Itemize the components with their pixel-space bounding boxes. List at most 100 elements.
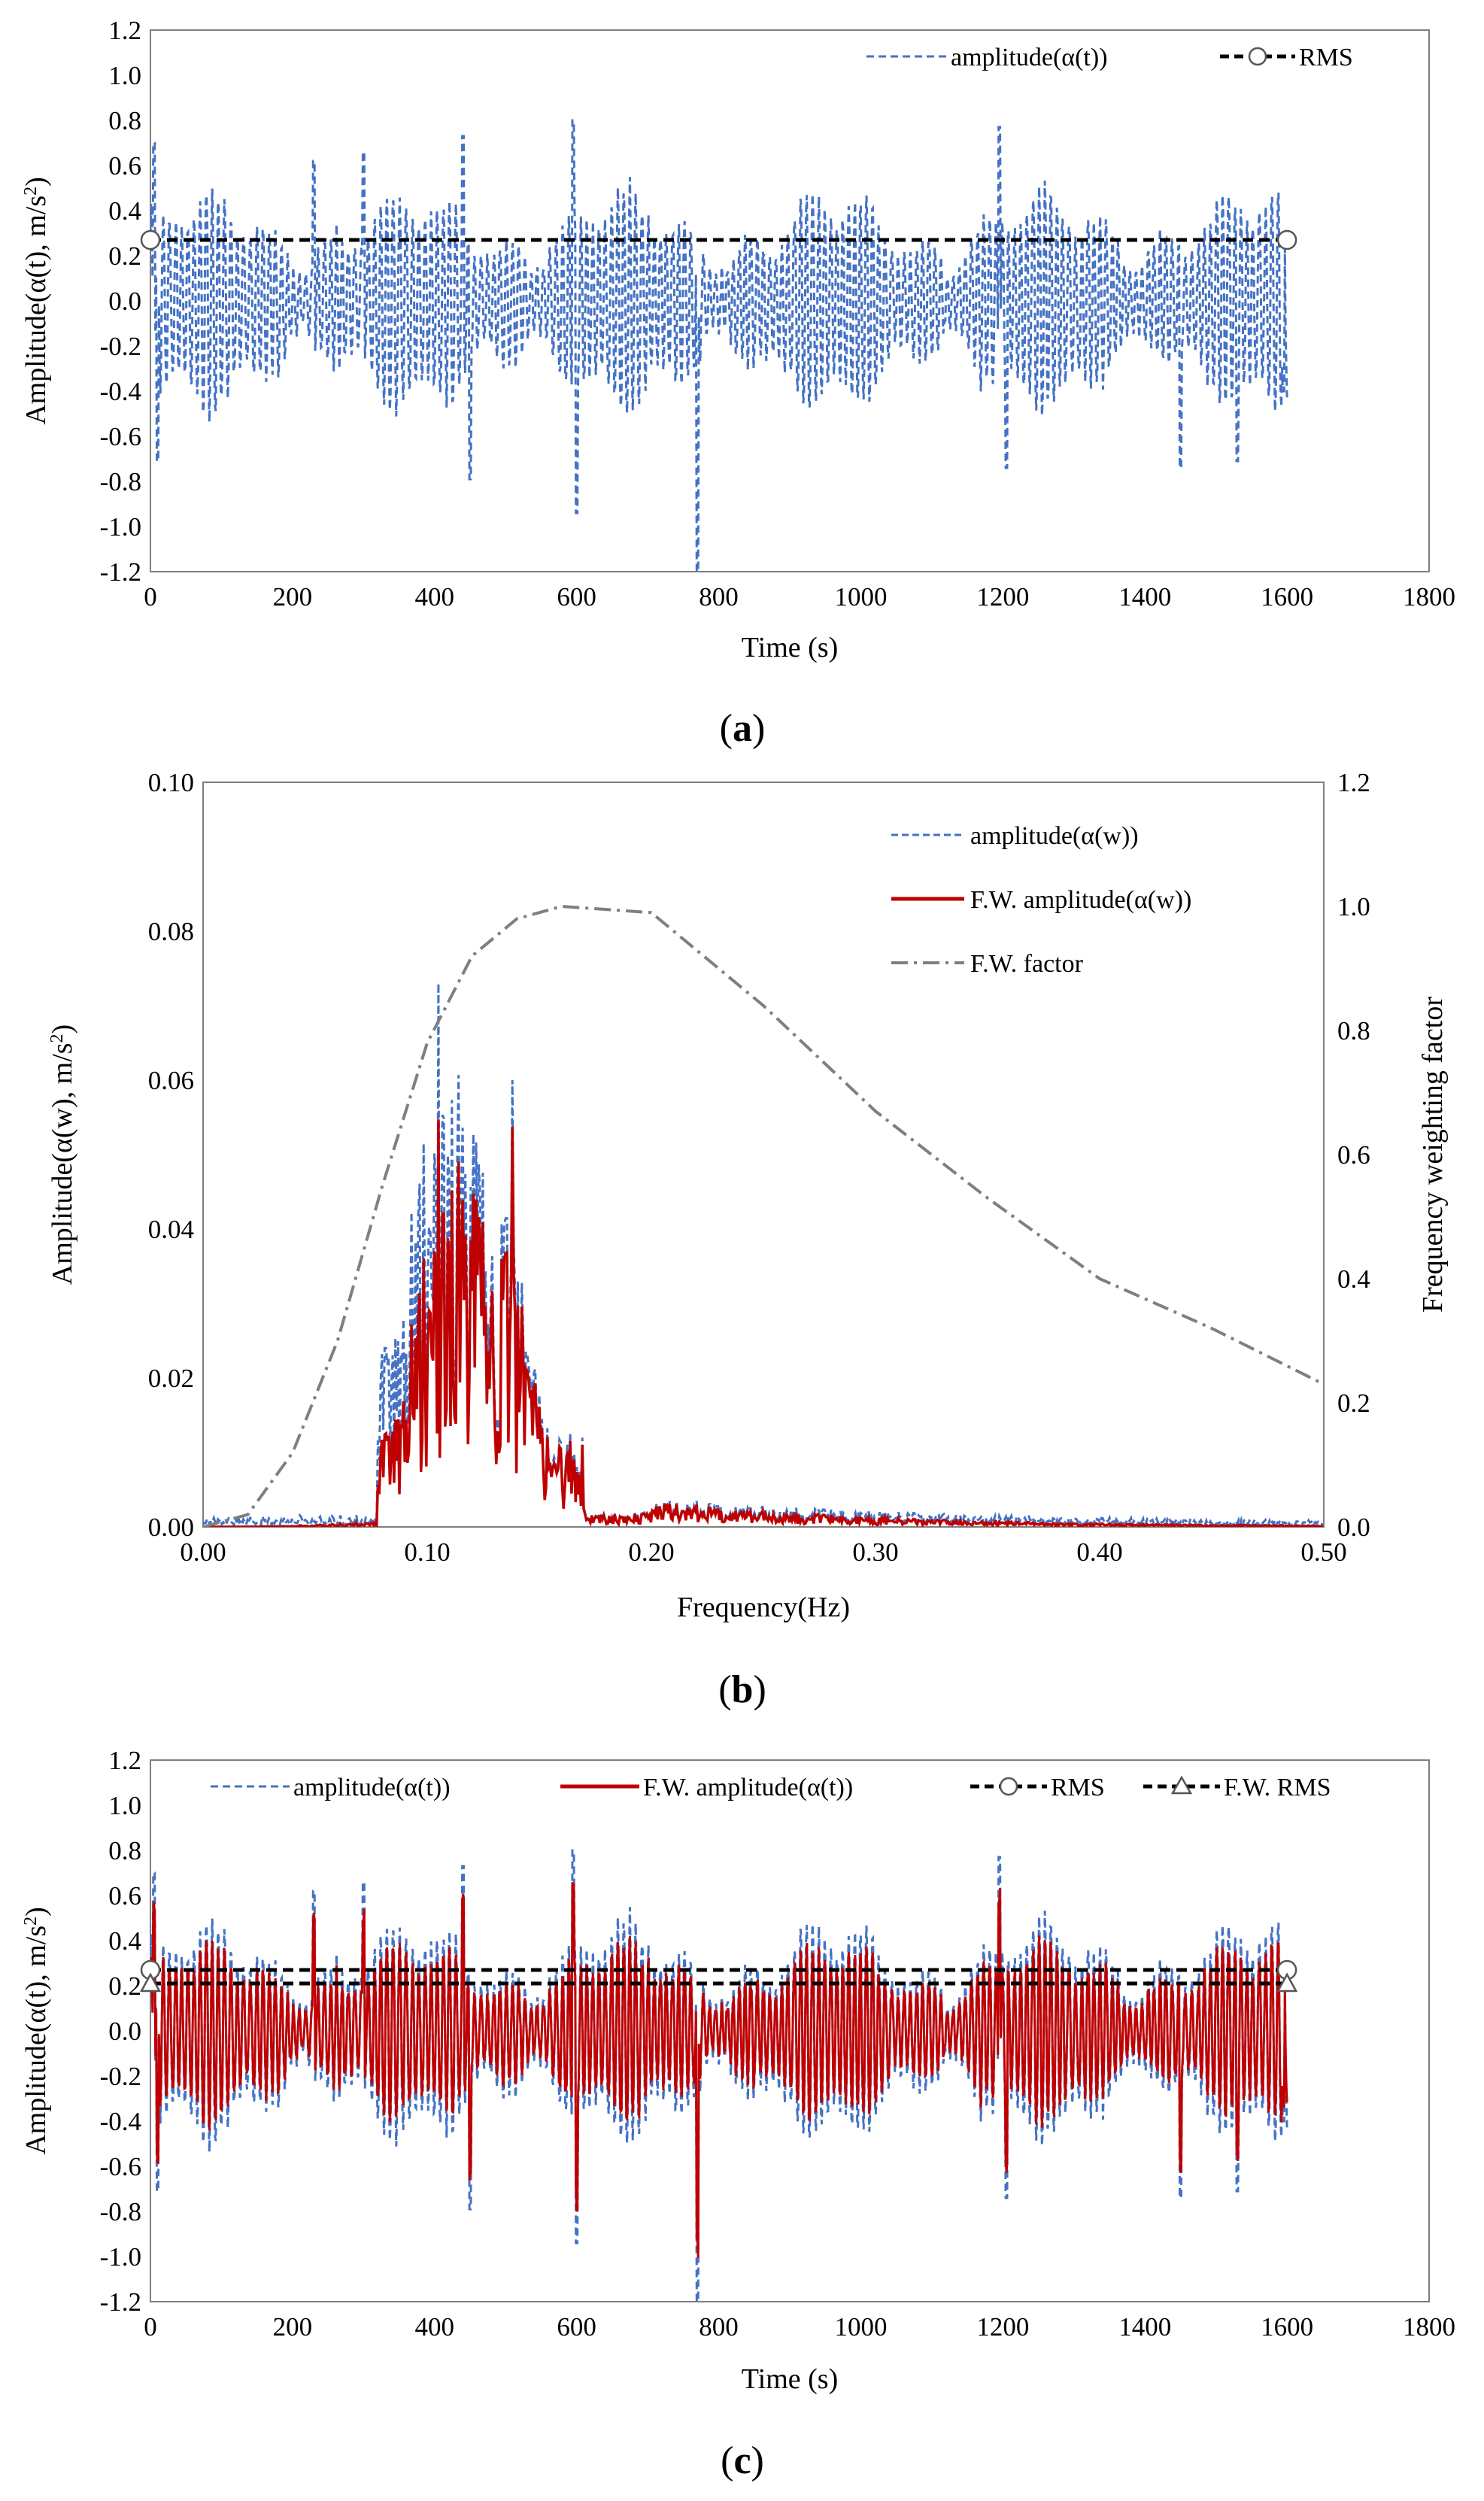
- y-tick-label: 0.06: [148, 1066, 194, 1095]
- legend-b-fw-factor-label: F.W. factor: [970, 950, 1084, 978]
- legend-a-amplitude-label: amplitude(α(t)): [951, 44, 1108, 71]
- x-tick-label: 1800: [1403, 2312, 1455, 2342]
- y-tick-label: 0.6: [108, 1881, 141, 1911]
- y-tick-label: -0.2: [100, 332, 141, 361]
- legend-c-fw-rms-label: F.W. RMS: [1224, 1774, 1331, 1801]
- y-tick-label: 0.8: [108, 106, 141, 135]
- chart-a-x-ticks: 0 200 400 600 800 1000 1200 1400 1600 1800: [144, 582, 1455, 612]
- chart-b: 0.10 0.08 0.06 0.04 0.02 0.00 1.2 1.0 0.8 0.6 0.4…: [47, 768, 1449, 1711]
- chart-b-y2label: Frequency weighting factor: [1417, 997, 1449, 1313]
- chart-b-ylabel: Amplitude(α(w), m/s2): [47, 1024, 78, 1285]
- y-tick-label: -1.2: [100, 2287, 141, 2317]
- chart-b-legend: amplitude(α(w)) F.W. amplitude(α(w)) F.W…: [891, 822, 1191, 978]
- x-tick-label: 0.40: [1076, 1537, 1122, 1567]
- y-tick-label: 0.4: [108, 1926, 141, 1956]
- x-tick-label: 1800: [1403, 582, 1455, 612]
- y2-tick-label: 0.4: [1337, 1264, 1370, 1294]
- x-tick-label: 1600: [1261, 582, 1313, 612]
- chart-c-x-ticks: 0 200 400 600 800 1000 1200 1400 1600 1800: [144, 2312, 1455, 2342]
- chart-c-fw-rms-marker-start: [139, 1972, 162, 1993]
- legend-b-fw-amplitude-label: F.W. amplitude(α(w)): [970, 886, 1191, 914]
- y-tick-label: 1.2: [108, 1746, 141, 1775]
- y-tick-label: 0.4: [108, 196, 141, 226]
- chart-c-ylabel: Amplitude(α(t), m/s2): [20, 1907, 52, 2155]
- y-tick-label: 0.10: [148, 768, 194, 797]
- y-tick-label: -0.8: [100, 467, 141, 496]
- x-tick-label: 1600: [1261, 2312, 1313, 2342]
- y-tick-label: -0.8: [100, 2197, 141, 2226]
- y-tick-label: 0.02: [148, 1364, 194, 1393]
- x-tick-label: 1200: [976, 2312, 1029, 2342]
- caption-c: (c): [721, 2439, 764, 2482]
- y2-tick-label: 0.0: [1337, 1513, 1370, 1542]
- x-tick-label: 0.30: [852, 1537, 898, 1567]
- chart-a-rms-marker-end: [1276, 229, 1297, 250]
- x-tick-label: 800: [699, 582, 739, 612]
- chart-a-xlabel: Time (s): [742, 632, 838, 663]
- x-tick-label: 1400: [1118, 582, 1171, 612]
- chart-b-xlabel: Frequency(Hz): [677, 1592, 850, 1623]
- chart-b-y-ticks: 0.10 0.08 0.06 0.04 0.02 0.00: [148, 768, 194, 1542]
- x-tick-label: 0: [144, 582, 157, 612]
- y-tick-label: -0.6: [100, 422, 141, 451]
- chart-a-rms-marker-start: [140, 229, 161, 250]
- chart-a-ylabel: Amplitude(α(t), m/s2): [20, 177, 52, 425]
- chart-c-fw-amplitude-line: [150, 1882, 1288, 2258]
- y-tick-label: 0.6: [108, 151, 141, 181]
- caption-a: (a): [720, 707, 766, 750]
- chart-a-y-ticks: 1.2 1.0 0.8 0.6 0.4 0.2 0.0 -0.2 -0.4 -0.6 -0.8 -1.…: [100, 16, 141, 587]
- x-tick-label: 600: [557, 582, 596, 612]
- x-tick-label: 1000: [834, 582, 887, 612]
- x-tick-label: 0: [144, 2312, 157, 2342]
- y-tick-label: 0.0: [108, 2017, 141, 2046]
- chart-b-y2-ticks: 1.2 1.0 0.8 0.6 0.4 0.2 0.0: [1337, 768, 1370, 1542]
- x-tick-label: 0.20: [628, 1537, 674, 1567]
- x-tick-label: 400: [415, 582, 455, 612]
- chart-b-amplitude-line: [203, 983, 1324, 1527]
- y-tick-label: 0.8: [108, 1836, 141, 1865]
- x-tick-label: 200: [273, 2312, 313, 2342]
- chart-c-y-ticks: 1.2 1.0 0.8 0.6 0.4 0.2 0.0 -0.2 -0.4 -0.6 -0.8 -1.…: [100, 1746, 141, 2317]
- legend-a-rms-label: RMS: [1299, 44, 1353, 71]
- x-tick-label: 400: [415, 2312, 455, 2342]
- x-tick-label: 0.10: [404, 1537, 450, 1567]
- y-tick-label: 0.04: [148, 1215, 194, 1244]
- x-tick-label: 800: [699, 2312, 739, 2342]
- y-tick-label: -0.4: [100, 2107, 141, 2136]
- y-tick-label: 0.08: [148, 917, 194, 946]
- chart-a-amplitude-line: [150, 119, 1288, 572]
- legend-a-rms-marker: [1248, 47, 1267, 66]
- chart-c-fw-rms-marker-end: [1276, 1972, 1298, 1993]
- y-tick-label: -1.0: [100, 512, 141, 542]
- chart-c: 1.2 1.0 0.8 0.6 0.4 0.2 0.0 -0.2 -0.4 -0.6 -0.8 -1.…: [20, 1746, 1455, 2482]
- chart-b-x-ticks: 0.00 0.10 0.20 0.30 0.40 0.50: [180, 1537, 1346, 1567]
- y-tick-label: -0.6: [100, 2152, 141, 2181]
- x-tick-label: 1200: [976, 582, 1029, 612]
- legend-c-fw-amplitude-label: F.W. amplitude(α(t)): [643, 1774, 853, 1801]
- y-tick-label: 1.2: [108, 16, 141, 45]
- chart-c-xlabel: Time (s): [742, 2363, 838, 2395]
- x-tick-label: 1400: [1118, 2312, 1171, 2342]
- y2-tick-label: 1.0: [1337, 892, 1370, 921]
- legend-c-fw-rms-marker: [1170, 1775, 1193, 1795]
- chart-a-frame: [150, 29, 1430, 572]
- legend-c-rms-label: RMS: [1051, 1774, 1105, 1801]
- y2-tick-label: 0.6: [1337, 1140, 1370, 1170]
- legend-c-rms-marker: [999, 1777, 1018, 1796]
- y-tick-label: 0.00: [148, 1513, 194, 1542]
- chart-c-frame: [150, 1759, 1430, 2302]
- legend-b-amplitude-label: amplitude(α(w)): [970, 822, 1139, 850]
- chart-a-legend: amplitude(α(t)) RMS: [866, 44, 1353, 71]
- x-tick-label: 1000: [834, 2312, 887, 2342]
- y-tick-label: 0.0: [108, 287, 141, 316]
- y2-tick-label: 1.2: [1337, 768, 1370, 797]
- chart-b-frame: [202, 782, 1325, 1528]
- chart-b-fw-amplitude-line: [203, 1119, 1324, 1527]
- chart-b-fw-factor-line: [203, 904, 1324, 1527]
- chart-c-legend: amplitude(α(t)) F.W. amplitude(α(t)) RMS…: [211, 1774, 1331, 1801]
- y-tick-label: 0.2: [108, 1971, 141, 2001]
- y-tick-label: -0.2: [100, 2062, 141, 2091]
- y-tick-label: -0.4: [100, 377, 141, 406]
- y-tick-label: 1.0: [108, 1791, 141, 1820]
